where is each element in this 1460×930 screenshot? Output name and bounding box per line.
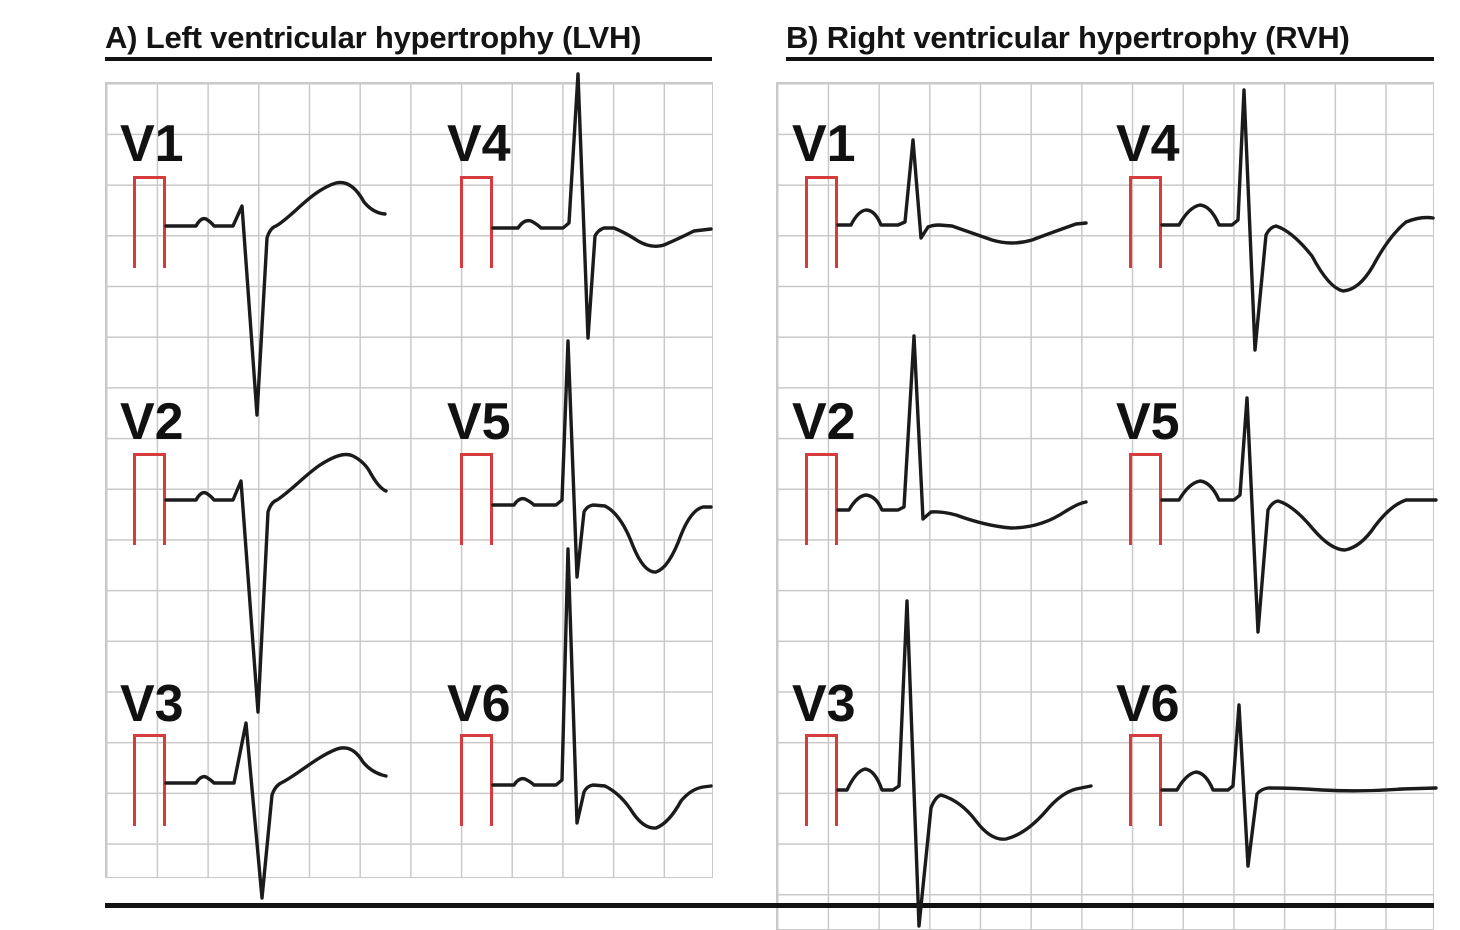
lvh-v6-calibration-pulse <box>460 734 493 826</box>
rvh-lead-label-v6: V6 <box>1116 675 1180 733</box>
lvh-lead-label-v6: V6 <box>447 675 511 733</box>
rvh-v5-calibration-pulse <box>1129 453 1162 545</box>
ecg-trace-rvh-v6 <box>1160 703 1438 868</box>
ecg-trace-lvh-v3 <box>164 721 388 900</box>
rvh-lead-label-v5: V5 <box>1116 393 1180 451</box>
rvh-lead-label-v2: V2 <box>792 393 856 451</box>
lvh-lead-label-v2: V2 <box>120 393 184 451</box>
rvh-v3-calibration-pulse <box>805 734 838 826</box>
lvh-lead-label-v3: V3 <box>120 675 184 733</box>
lvh-lead-label-v1: V1 <box>120 115 184 173</box>
ecg-trace-rvh-v5 <box>1160 396 1438 634</box>
lvh-lead-label-v5: V5 <box>447 393 511 451</box>
rvh-lead-label-v3: V3 <box>792 675 856 733</box>
lvh-lead-label-v4: V4 <box>447 115 511 173</box>
ecg-trace-rvh-v3 <box>836 599 1093 928</box>
ecg-trace-lvh-v2 <box>164 452 388 714</box>
ecg-trace-lvh-v1 <box>164 180 387 417</box>
panel-lvh-title-underline <box>105 57 712 61</box>
rvh-lead-label-v1: V1 <box>792 115 856 173</box>
lvh-v2-calibration-pulse <box>133 453 166 545</box>
rvh-v1-calibration-pulse <box>805 176 838 268</box>
ecg-trace-rvh-v4 <box>1160 88 1435 352</box>
rvh-v6-calibration-pulse <box>1129 734 1162 826</box>
lvh-v1-calibration-pulse <box>133 176 166 268</box>
rvh-v2-calibration-pulse <box>805 453 838 545</box>
ecg-trace-rvh-v2 <box>836 334 1088 530</box>
rvh-lead-label-v4: V4 <box>1116 115 1180 173</box>
ecg-trace-lvh-v5 <box>491 339 713 579</box>
lvh-v3-calibration-pulse <box>133 734 166 826</box>
ecg-trace-lvh-v6 <box>491 547 713 830</box>
panel-rvh-title-underline <box>786 57 1434 61</box>
panel-lvh-grid <box>105 82 713 878</box>
panel-rvh-title: B) Right ventricular hypertrophy (RVH) <box>786 20 1350 55</box>
lvh-v4-calibration-pulse <box>460 176 493 268</box>
figure-bottom-rule <box>105 903 1434 908</box>
ecg-trace-lvh-v4 <box>491 72 713 340</box>
ecg-trace-rvh-v1 <box>836 138 1088 245</box>
panel-lvh-title: A) Left ventricular hypertrophy (LVH) <box>105 20 642 55</box>
lvh-v5-calibration-pulse <box>460 453 493 545</box>
rvh-v4-calibration-pulse <box>1129 176 1162 268</box>
